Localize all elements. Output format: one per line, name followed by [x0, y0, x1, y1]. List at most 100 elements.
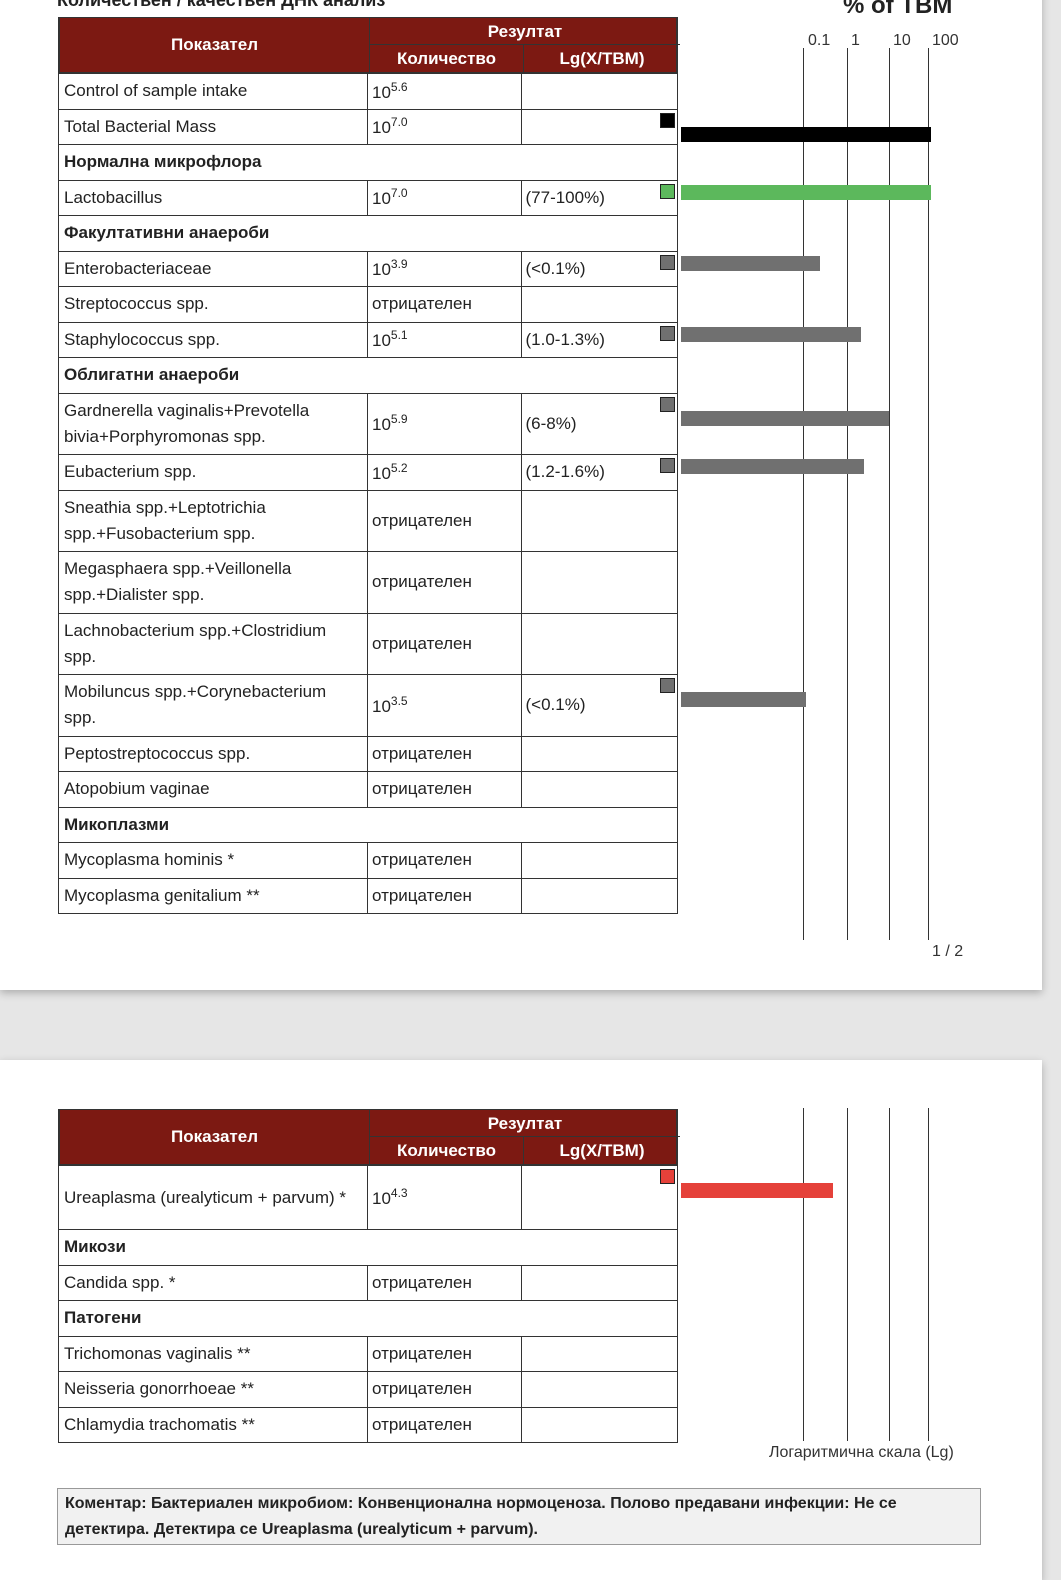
lg-value	[522, 843, 678, 878]
lg-value	[522, 287, 678, 322]
quantity-value: отрицателен	[371, 572, 472, 592]
quantity-cell: 105.6	[368, 74, 522, 109]
lg-value	[522, 110, 678, 145]
scale-title: % of TBM	[843, 0, 953, 19]
lg-value	[522, 737, 678, 772]
gridline	[889, 1108, 890, 1441]
table-header: Показател Резултат Количество Lg(X/TBM)	[59, 17, 680, 73]
indicator-name: Streptococcus spp.	[59, 287, 368, 322]
gridline	[928, 1108, 929, 1441]
header-lg: Lg(X/TBM)	[559, 49, 645, 68]
section-title: Количествен / качествен ДНК анализ	[57, 0, 386, 10]
quantity-cell: 105.1	[368, 322, 522, 357]
legend-square	[660, 325, 675, 341]
gridline	[803, 48, 804, 940]
header-indicator: Показател	[60, 18, 370, 72]
indicator-name: Enterobacteriaceae	[59, 251, 368, 286]
indicator-name: Sneathia spp.+Leptotrichia spp.+Fusobact…	[59, 490, 368, 551]
table-row: Mobiluncus spp.+Corynebacterium spp. 103…	[59, 674, 807, 736]
percent-bar	[681, 326, 861, 342]
indicator-name: Gardnerella vaginalis+Prevotella bivia+P…	[59, 393, 368, 454]
legend-square	[660, 254, 675, 270]
quantity-value: отрицателен	[371, 779, 472, 799]
quantity-value: 103.9	[371, 257, 408, 280]
indicator-name: Megasphaera spp.+Veillonella spp.+Dialis…	[59, 552, 368, 613]
indicator-name: Staphylococcus spp.	[59, 322, 368, 357]
lg-value	[522, 1337, 678, 1372]
report-page-1: Количествен / качествен ДНК анализ % of …	[0, 0, 1042, 990]
tick-label: 10	[893, 32, 911, 49]
quantity-cell: отрицателен	[368, 490, 522, 551]
quantity-cell: отрицателен	[368, 1372, 522, 1407]
indicator-name: Trichomonas vaginalis **	[59, 1336, 368, 1371]
indicator-name: Lactobacillus	[59, 180, 368, 215]
quantity-value: отрицателен	[371, 1414, 472, 1434]
quantity-value: 107.0	[371, 186, 408, 209]
lg-value: (6-8%)	[525, 413, 577, 433]
indicator-name: Peptostreptococcus spp.	[59, 736, 368, 771]
table-row: Streptococcus spp. отрицателен	[59, 286, 677, 322]
quantity-cell: отрицателен	[368, 843, 522, 878]
lg-value	[522, 614, 678, 675]
legend-square	[660, 396, 675, 412]
table-header: Показател Резултат Количество Lg(X/TBM)	[59, 1109, 680, 1165]
quantity-value: 107.0	[371, 115, 408, 138]
quantity-cell: 105.9	[368, 393, 522, 454]
quantity-value: 105.9	[371, 412, 408, 435]
percent-bar	[681, 184, 932, 200]
percent-bar	[681, 410, 889, 426]
section-row: Микози	[59, 1229, 677, 1265]
quantity-value: отрицателен	[371, 510, 472, 530]
indicator-name: Mycoplasma genitalium **	[59, 878, 368, 913]
section-label: Микоплазми	[64, 814, 170, 834]
quantity-value: 105.2	[371, 460, 408, 483]
quantity-value: отрицателен	[371, 743, 472, 763]
quantity-value: отрицателен	[371, 294, 472, 314]
table-row: Neisseria gonorrhoeae ** отрицателен	[59, 1371, 677, 1407]
table-row: Chlamydia trachomatis ** отрицателен	[59, 1406, 677, 1442]
header-result: Резултат	[370, 18, 680, 45]
legend-square	[660, 112, 675, 128]
lg-value	[522, 1166, 678, 1229]
tick-label: 1	[851, 32, 860, 49]
table-row: Megasphaera spp.+Veillonella spp.+Dialis…	[59, 551, 677, 613]
section-row: Патогени	[59, 1300, 677, 1336]
quantity-cell: 103.5	[368, 675, 522, 736]
gridline	[847, 1108, 848, 1441]
results-table: Показател Резултат Количество Lg(X/TBM) …	[58, 1109, 833, 1443]
section-row: Облигатни анаероби	[59, 357, 677, 393]
header-lg: Lg(X/TBM)	[559, 1141, 645, 1160]
lg-value: (1.2-1.6%)	[525, 462, 605, 482]
table-row: Ureaplasma (urealyticum + parvum) * 104.…	[59, 1165, 833, 1229]
section-label: Микози	[64, 1237, 126, 1257]
indicator-name: Mycoplasma hominis *	[59, 843, 368, 878]
legend-square	[660, 678, 675, 693]
table-row: Mycoplasma hominis * отрицателен	[59, 842, 677, 878]
table-row: Atopobium vaginae отрицателен	[59, 771, 677, 807]
comment-box: Коментар: Бактериален микробиом: Конвенц…	[57, 1488, 981, 1545]
quantity-value: отрицателен	[371, 885, 472, 905]
legend-square	[660, 458, 675, 473]
indicator-name: Candida spp. *	[59, 1265, 368, 1300]
indicator-name: Neisseria gonorrhoeae **	[59, 1372, 368, 1407]
quantity-value: отрицателен	[371, 850, 472, 870]
gridline	[803, 1108, 804, 1441]
section-label: Нормална микрофлора	[64, 152, 262, 172]
quantity-cell: отрицателен	[368, 287, 522, 322]
tick-label: 100	[932, 32, 959, 49]
section-row: Нормална микрофлора	[59, 144, 677, 180]
lg-value: (1.0-1.3%)	[525, 329, 605, 349]
table-row: Mycoplasma genitalium ** отрицателен	[59, 877, 677, 913]
lg-value: (<0.1%)	[525, 258, 586, 278]
quantity-cell: отрицателен	[368, 878, 522, 913]
gridline	[889, 48, 890, 940]
table-row: Gardnerella vaginalis+Prevotella bivia+P…	[59, 392, 889, 454]
indicator-name: Mobiluncus spp.+Corynebacterium spp.	[59, 675, 368, 736]
lg-value	[522, 772, 678, 807]
lg-value: (77-100%)	[525, 187, 605, 207]
quantity-cell: 105.2	[368, 455, 522, 490]
legend-square	[660, 183, 675, 199]
quantity-cell: отрицателен	[368, 613, 522, 674]
table-row: Trichomonas vaginalis ** отрицателен	[59, 1335, 678, 1372]
table-row: Lachnobacterium spp.+Clostridium spp. от…	[59, 612, 678, 675]
